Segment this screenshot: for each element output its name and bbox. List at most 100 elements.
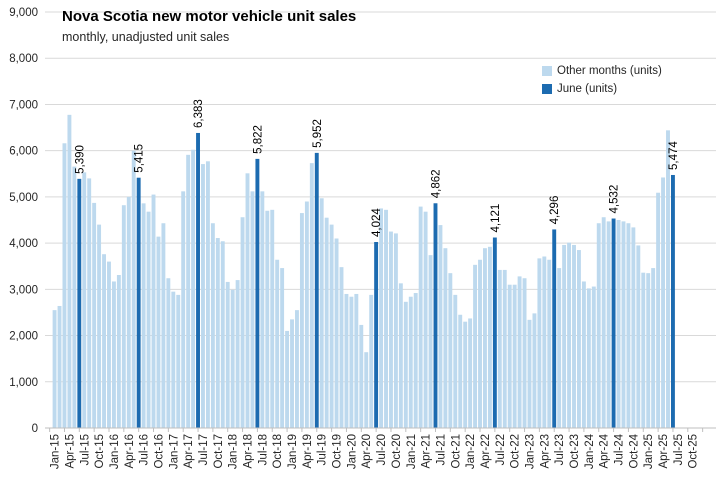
bar-Jul-20 xyxy=(379,208,384,428)
june-data-label-Jun-23: 4,296 xyxy=(549,196,561,225)
bar-Dec-24 xyxy=(641,272,646,428)
x-axis-tick-label: Oct-21 xyxy=(450,434,462,469)
bar-Sep-15 xyxy=(92,202,97,428)
x-axis-tick-label: Oct-18 xyxy=(272,434,284,469)
x-axis-tick-label: Apr-25 xyxy=(658,434,670,469)
legend-item-other-months: Other months (units) xyxy=(542,65,662,77)
x-axis-tick-label: Oct-25 xyxy=(688,434,700,469)
y-axis-tick-label: 9,000 xyxy=(9,7,38,19)
bar-Nov-24 xyxy=(636,245,641,428)
june-bar-Jun-22 xyxy=(492,237,497,428)
x-axis-tick-label: Jul-17 xyxy=(198,434,210,465)
x-axis-tick-label: Apr-22 xyxy=(480,434,492,469)
bar-Mar-18 xyxy=(240,217,245,428)
x-axis-tick-label: Oct-23 xyxy=(569,434,581,469)
bar-Dec-16 xyxy=(166,278,171,428)
bar-Aug-15 xyxy=(87,178,92,428)
bar-Dec-22 xyxy=(522,278,527,428)
legend-label-june: June (units) xyxy=(557,83,618,95)
x-axis-tick-label: Jan-17 xyxy=(168,434,180,469)
bar-Nov-16 xyxy=(161,223,166,428)
bar-May-18 xyxy=(250,191,255,428)
legend-item-june: June (units) xyxy=(542,83,617,95)
legend-swatch-june xyxy=(542,84,552,94)
bar-Mar-23 xyxy=(537,258,542,428)
bar-Mar-25 xyxy=(656,192,661,428)
bar-Jul-16 xyxy=(141,203,146,428)
bar-Jan-19 xyxy=(290,319,294,428)
june-bar-Jun-25 xyxy=(670,174,675,428)
y-axis-tick-label: 1,000 xyxy=(9,377,38,389)
bar-Oct-17 xyxy=(215,238,220,428)
bar-Jul-21 xyxy=(438,225,443,428)
x-axis-tick-label: Oct-15 xyxy=(94,434,106,469)
bar-Aug-20 xyxy=(384,209,388,428)
bar-Dec-19 xyxy=(344,293,349,428)
bar-Apr-19 xyxy=(304,201,309,428)
bar-Jul-18 xyxy=(260,191,265,428)
bar-Nov-20 xyxy=(398,283,403,428)
bar-Jul-17 xyxy=(201,164,205,428)
bar-Oct-16 xyxy=(156,236,161,428)
bar-Aug-17 xyxy=(205,161,210,428)
x-axis-tick-label: Jan-16 xyxy=(109,434,121,469)
x-axis-tick-label: Jul-23 xyxy=(554,434,566,465)
bar-Mar-21 xyxy=(418,206,423,428)
chart-subtitle: monthly, unadjusted unit sales xyxy=(62,30,230,44)
x-axis-tick-label: Apr-24 xyxy=(599,433,611,468)
june-bar-Jun-18 xyxy=(255,158,260,428)
x-axis-tick-label: Oct-19 xyxy=(332,434,344,469)
x-axis-tick-label: Jan-25 xyxy=(643,434,655,469)
bar-May-25 xyxy=(666,130,670,428)
x-axis-tick-label: Apr-18 xyxy=(243,434,255,469)
bar-Oct-20 xyxy=(393,233,398,428)
x-axis-tick-label: Jul-18 xyxy=(257,434,269,465)
bar-Jan-21 xyxy=(408,296,413,428)
y-axis-tick-label: 3,000 xyxy=(9,284,38,296)
june-bar-Jun-17 xyxy=(196,132,200,428)
bar-Nov-15 xyxy=(102,254,106,428)
bar-Feb-17 xyxy=(176,294,181,428)
bar-Oct-22 xyxy=(512,284,517,428)
bar-May-20 xyxy=(369,294,374,428)
bar-Feb-25 xyxy=(651,268,656,428)
x-axis-tick-label: Jul-24 xyxy=(614,433,626,465)
june-bar-Jun-20 xyxy=(374,242,379,428)
june-bar-Jun-16 xyxy=(136,177,141,428)
x-axis-tick-label: Jan-24 xyxy=(584,433,596,469)
bar-Aug-16 xyxy=(146,211,151,428)
june-bar-Jun-24 xyxy=(611,218,616,428)
bar-Nov-23 xyxy=(577,250,581,428)
x-axis-tick-label: Oct-16 xyxy=(153,434,165,469)
bar-Sep-22 xyxy=(507,284,512,428)
y-axis-tick-label: 4,000 xyxy=(9,238,38,250)
x-axis-tick-label: Apr-17 xyxy=(183,434,195,469)
bar-Oct-21 xyxy=(453,294,458,428)
x-axis-tick-label: Jul-15 xyxy=(79,434,91,465)
bar-Jan-17 xyxy=(171,291,176,428)
bar-Feb-16 xyxy=(116,275,121,428)
bar-Dec-17 xyxy=(225,281,230,428)
y-axis-tick-label: 8,000 xyxy=(9,53,38,65)
bar-Oct-18 xyxy=(275,259,280,428)
x-axis-tick-label: Jan-22 xyxy=(465,434,477,469)
x-axis-tick-label: Jul-20 xyxy=(376,434,388,465)
bar-Dec-23 xyxy=(581,281,586,428)
bar-Oct-24 xyxy=(631,227,636,428)
bar-Sep-18 xyxy=(270,209,275,428)
x-axis-tick-label: Oct-22 xyxy=(510,434,522,469)
bar-Sep-16 xyxy=(151,194,156,428)
bar-May-22 xyxy=(487,246,492,428)
legend-label-other-months: Other months (units) xyxy=(557,65,662,77)
bar-Sep-20 xyxy=(389,231,393,428)
bar-May-21 xyxy=(428,255,433,428)
x-axis-tick-label: Jul-19 xyxy=(317,434,329,465)
y-axis-tick-label: 5,000 xyxy=(9,192,38,204)
bar-Jul-22 xyxy=(497,269,502,428)
june-data-label-Jun-24: 4,532 xyxy=(609,185,621,214)
bar-Apr-25 xyxy=(661,177,666,428)
june-data-label-Jun-25: 5,474 xyxy=(668,141,680,170)
bar-Jan-20 xyxy=(349,296,354,428)
bar-Apr-20 xyxy=(364,352,369,428)
